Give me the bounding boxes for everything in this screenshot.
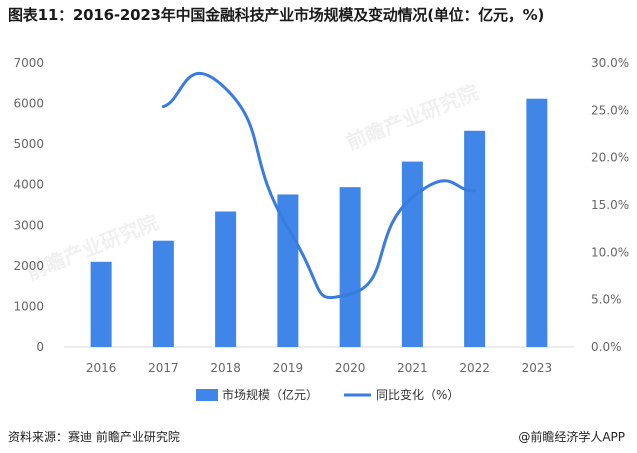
x-tick-label: 2023 [522, 361, 553, 375]
y-right-tick-label: 10.0% [591, 245, 629, 259]
y-left-tick-label: 7000 [13, 56, 44, 70]
y-left-tick-label: 6000 [13, 97, 44, 111]
source-note: 资料来源：赛迪 前瞻产业研究院 [8, 430, 180, 444]
series-line [161, 71, 477, 300]
x-tick-label: 2022 [459, 361, 490, 375]
bar [152, 240, 174, 347]
x-tick-label: 2020 [335, 361, 366, 375]
y-right-tick-label: 15.0% [591, 198, 629, 212]
bar [526, 98, 548, 348]
legend-line-label: 同比变化（%） [376, 387, 459, 402]
bar [90, 261, 112, 347]
y-right-tick-label: 20.0% [591, 151, 629, 165]
x-tick-label: 2016 [86, 361, 117, 375]
x-tick-label: 2018 [210, 361, 241, 375]
bar [277, 194, 299, 347]
bar [339, 187, 361, 347]
legend-bar-swatch [196, 389, 218, 401]
y-left-tick-label: 0 [36, 340, 44, 354]
y-left-tick-label: 2000 [13, 259, 44, 273]
y-right-tick-label: 5.0% [591, 293, 622, 307]
watermark-text: 前瞻产业研究院 [343, 80, 482, 155]
x-tick-label: 2021 [397, 361, 428, 375]
y-right-tick-label: 25.0% [591, 103, 629, 117]
x-tick-label: 2019 [273, 361, 304, 375]
y-left-tick-label: 5000 [13, 137, 44, 151]
chart-title: 图表11：2016-2023年中国金融科技产业市场规模及变动情况(单位：亿元，%… [8, 6, 545, 24]
bar [401, 161, 423, 347]
y-left-tick-label: 3000 [13, 218, 44, 232]
bar [464, 130, 486, 347]
legend-bar-label: 市场规模（亿元） [222, 387, 318, 402]
brand-credit: @前瞻经济学人APP [518, 430, 625, 444]
bar [215, 211, 237, 347]
y-right-tick-label: 0.0% [591, 340, 622, 354]
y-left-tick-label: 1000 [13, 299, 44, 313]
y-right-tick-label: 30.0% [591, 56, 629, 70]
y-left-tick-label: 4000 [13, 178, 44, 192]
x-tick-label: 2017 [148, 361, 179, 375]
